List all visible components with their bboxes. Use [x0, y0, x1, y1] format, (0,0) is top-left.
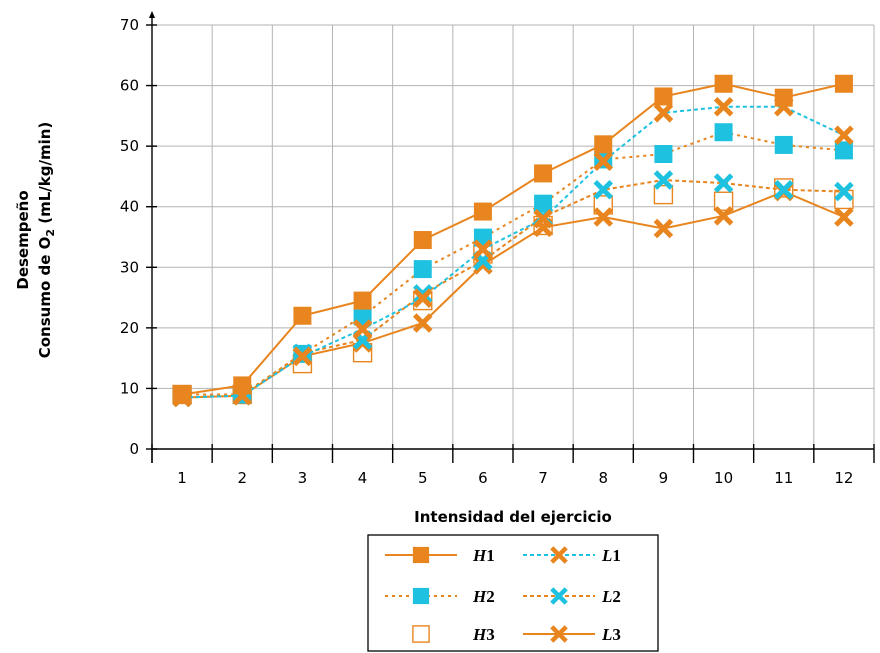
data-point-h1: [353, 291, 372, 310]
data-point-h2: [774, 135, 793, 154]
data-point-h1: [173, 385, 192, 404]
data-point-h1: [534, 164, 553, 183]
legend-marker-l3: [550, 625, 568, 643]
data-point-h1: [714, 74, 733, 93]
x-tick-label: 1: [177, 469, 187, 487]
data-point-l1: [593, 151, 614, 172]
legend-item-h3: H3: [412, 625, 495, 644]
legend-label-h1: H1: [472, 546, 495, 565]
data-point-l1: [713, 97, 734, 117]
legend-item-h2: H2: [385, 587, 495, 606]
data-point-l1: [473, 239, 493, 259]
data-point-l3: [653, 218, 674, 239]
series-line-l1: [182, 105, 845, 399]
data-point-l1: [834, 125, 854, 146]
x-tick-label: 12: [834, 469, 853, 487]
legend-label-l1: L1: [601, 546, 621, 565]
legend: H1 H2 H3 L1 L2 L3: [367, 534, 659, 652]
data-point-l3: [593, 207, 614, 227]
x-tick-label: 3: [298, 469, 308, 487]
legend-marker-h2: [412, 587, 430, 605]
data-point-h3: [653, 184, 674, 205]
data-point-l1: [352, 319, 373, 339]
data-point-h2: [714, 123, 733, 142]
data-point-h1: [293, 306, 312, 325]
data-point-h1: [834, 74, 853, 93]
data-point-h2: [413, 260, 432, 279]
data-point-h1: [473, 202, 492, 221]
legend-item-l1: L1: [523, 546, 621, 565]
x-tick-label: 4: [358, 469, 368, 487]
y-tick-label: 60: [120, 77, 139, 95]
y-tick-label: 70: [120, 16, 139, 34]
data-point-l2: [412, 284, 433, 304]
legend-label-h3: H3: [472, 625, 495, 644]
data-point-h2: [654, 145, 673, 164]
data-point-h1: [774, 88, 793, 107]
data-point-h3: [713, 191, 734, 211]
series-line-h2: [182, 131, 845, 396]
x-tick-label: 5: [418, 469, 428, 487]
grid: [152, 24, 875, 449]
legend-label-h2: H2: [472, 587, 495, 606]
series-line-h1: [181, 82, 845, 396]
data-point-l2: [773, 179, 794, 200]
legend-marker-l2: [550, 587, 568, 605]
y-tick-label: 40: [120, 198, 139, 216]
x-tick-label: 11: [774, 469, 793, 487]
data-point-h2: [353, 307, 372, 326]
data-point-l2: [713, 173, 734, 193]
data-point-l2: [653, 170, 674, 190]
legend-label-l3: L3: [601, 625, 621, 644]
legend-marker-l1: [550, 546, 568, 564]
legend-marker-h1: [412, 546, 430, 564]
x-tick-label: 9: [659, 469, 669, 487]
series-h1: [173, 74, 853, 404]
data-point-h2: [534, 194, 553, 213]
legend-item-l3: L3: [523, 625, 621, 644]
data-point-l3: [834, 207, 854, 227]
legend-item-h1: H1: [385, 546, 495, 565]
y-axis-title-line2: Consumo de O2 (mL/kg/min): [36, 122, 57, 359]
data-point-h2: [834, 141, 853, 160]
data-point-l1: [653, 103, 674, 123]
data-point-l1: [292, 346, 313, 367]
legend-marker-h3: [412, 625, 430, 643]
data-point-l1: [412, 288, 433, 308]
axes: [146, 11, 875, 463]
y-tick-label: 10: [120, 379, 139, 397]
x-axis-title: Intensidad del ejercicio: [414, 508, 612, 526]
x-tick-label: 10: [714, 469, 733, 487]
x-tick-label: 7: [538, 469, 548, 487]
x-tick-label: 8: [598, 469, 608, 487]
data-point-h1: [413, 231, 432, 250]
data-point-h1: [654, 87, 673, 106]
data-point-l2: [834, 181, 854, 202]
data-point-h1: [594, 135, 613, 154]
x-tick-label: 6: [478, 469, 488, 487]
y-tick-label: 0: [129, 440, 139, 458]
data-point-h1: [233, 376, 252, 395]
data-point-l2: [593, 179, 614, 200]
legend-label-l2: L2: [601, 587, 621, 606]
y-tick-label: 20: [120, 319, 139, 337]
y-axis-title-line1: Desempeño: [14, 190, 32, 289]
data-point-l3: [412, 313, 433, 333]
y-tick-label: 30: [120, 258, 139, 276]
y-tick-label: 50: [120, 137, 139, 155]
data-point-l1: [533, 209, 553, 229]
x-tick-label: 2: [237, 469, 247, 487]
legend-item-l2: L2: [523, 587, 621, 606]
data-point-l3: [473, 255, 493, 275]
data-point-l3: [713, 206, 734, 226]
y-axis-arrow: [149, 11, 155, 18]
series-group: [172, 74, 854, 408]
